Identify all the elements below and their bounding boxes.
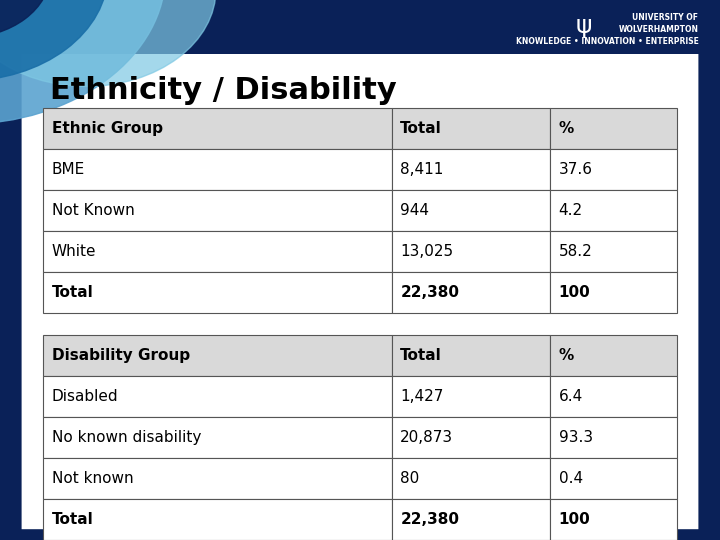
Bar bbox=[43, 272, 392, 313]
Bar bbox=[392, 272, 550, 313]
Bar bbox=[550, 417, 677, 458]
Text: 1,427: 1,427 bbox=[400, 389, 444, 404]
Bar bbox=[550, 499, 677, 540]
Text: 0.4: 0.4 bbox=[559, 471, 583, 486]
Text: 20,873: 20,873 bbox=[400, 430, 454, 445]
Text: Total: Total bbox=[52, 285, 94, 300]
Bar bbox=[392, 231, 550, 272]
Bar bbox=[392, 335, 550, 376]
Text: Total: Total bbox=[400, 348, 442, 363]
Text: 22,380: 22,380 bbox=[400, 285, 459, 300]
Bar bbox=[550, 272, 677, 313]
Text: 58.2: 58.2 bbox=[559, 244, 593, 259]
Text: UNIVERSITY OF
WOLVERHAMPTON
KNOWLEDGE • INNOVATION • ENTERPRISE: UNIVERSITY OF WOLVERHAMPTON KNOWLEDGE • … bbox=[516, 14, 698, 46]
Bar bbox=[550, 190, 677, 231]
Bar bbox=[392, 499, 550, 540]
Text: 944: 944 bbox=[400, 203, 429, 218]
Text: 8,411: 8,411 bbox=[400, 162, 444, 177]
Bar bbox=[392, 190, 550, 231]
Text: 22,380: 22,380 bbox=[400, 512, 459, 527]
Bar bbox=[43, 149, 392, 190]
FancyBboxPatch shape bbox=[22, 54, 698, 529]
Text: 100: 100 bbox=[559, 285, 590, 300]
Circle shape bbox=[0, 0, 216, 86]
Bar bbox=[43, 376, 392, 417]
Bar bbox=[550, 108, 677, 149]
Text: Disability Group: Disability Group bbox=[52, 348, 190, 363]
Circle shape bbox=[0, 0, 166, 124]
Bar bbox=[43, 190, 392, 231]
Bar bbox=[392, 376, 550, 417]
Bar bbox=[392, 108, 550, 149]
Text: 13,025: 13,025 bbox=[400, 244, 454, 259]
Text: %: % bbox=[559, 121, 574, 136]
Bar bbox=[43, 231, 392, 272]
Bar bbox=[550, 458, 677, 499]
Bar bbox=[550, 231, 677, 272]
Bar bbox=[43, 499, 392, 540]
Text: 80: 80 bbox=[400, 471, 420, 486]
Bar bbox=[43, 417, 392, 458]
Text: BME: BME bbox=[52, 162, 85, 177]
Text: No known disability: No known disability bbox=[52, 430, 201, 445]
Text: Ethnicity / Disability: Ethnicity / Disability bbox=[50, 76, 397, 105]
Text: 100: 100 bbox=[559, 512, 590, 527]
Text: 37.6: 37.6 bbox=[559, 162, 593, 177]
Bar bbox=[550, 335, 677, 376]
Text: 4.2: 4.2 bbox=[559, 203, 583, 218]
Text: Ethnic Group: Ethnic Group bbox=[52, 121, 163, 136]
Circle shape bbox=[0, 0, 50, 38]
Text: 93.3: 93.3 bbox=[559, 430, 593, 445]
Text: Disabled: Disabled bbox=[52, 389, 119, 404]
Text: %: % bbox=[559, 348, 574, 363]
Bar bbox=[392, 149, 550, 190]
Circle shape bbox=[0, 0, 108, 81]
Bar bbox=[550, 376, 677, 417]
Text: Total: Total bbox=[52, 512, 94, 527]
Text: White: White bbox=[52, 244, 96, 259]
Text: Not known: Not known bbox=[52, 471, 133, 486]
Text: ψ: ψ bbox=[576, 14, 593, 37]
Bar bbox=[43, 335, 392, 376]
Bar bbox=[392, 417, 550, 458]
Bar bbox=[43, 458, 392, 499]
Text: Not Known: Not Known bbox=[52, 203, 135, 218]
Bar bbox=[392, 458, 550, 499]
Text: Total: Total bbox=[400, 121, 442, 136]
Text: 6.4: 6.4 bbox=[559, 389, 583, 404]
Bar bbox=[550, 149, 677, 190]
Bar bbox=[43, 108, 392, 149]
